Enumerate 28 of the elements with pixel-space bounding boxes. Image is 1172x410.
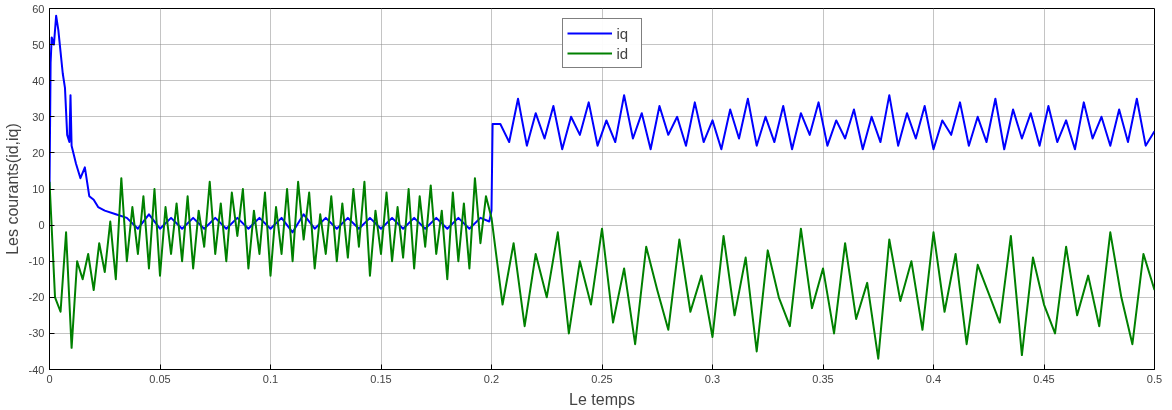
- y-axis-title: Les courants(id,iq): [3, 123, 21, 255]
- y-tick-label: -20: [28, 291, 45, 304]
- line-series: [49, 177, 1155, 360]
- x-tick-label: 0.3: [704, 372, 721, 385]
- y-tick-label: 40: [32, 74, 45, 87]
- y-tick-label: 60: [32, 2, 45, 15]
- x-tick-label: 0.25: [591, 372, 613, 385]
- x-tick-label: 0: [46, 372, 53, 385]
- y-tick-label: 10: [32, 183, 45, 195]
- x-tick-label: 0.2: [483, 372, 500, 385]
- x-tick-label: 0.5: [1146, 372, 1163, 385]
- legend-label: iq: [616, 24, 630, 42]
- y-tick-label: 50: [32, 38, 45, 51]
- legend-label: id: [616, 44, 630, 62]
- x-tick-label: 0.05: [149, 372, 171, 385]
- x-tick-label: 0.1: [262, 372, 279, 385]
- x-tick-label: 0.45: [1033, 372, 1055, 385]
- line-series: [49, 14, 1155, 234]
- y-tick-label: -40: [28, 363, 45, 376]
- x-tick-label: 0.15: [370, 372, 392, 385]
- y-tick-label: 20: [32, 146, 45, 159]
- x-axis-title: Le temps: [569, 390, 635, 408]
- y-tick-label: 0: [38, 219, 45, 232]
- y-tick-label: 30: [32, 110, 45, 123]
- x-tick-label: 0.4: [925, 372, 942, 385]
- y-tick-label: -30: [28, 327, 45, 340]
- y-tick-label: -10: [28, 255, 45, 268]
- x-tick-label: 0.35: [812, 372, 834, 385]
